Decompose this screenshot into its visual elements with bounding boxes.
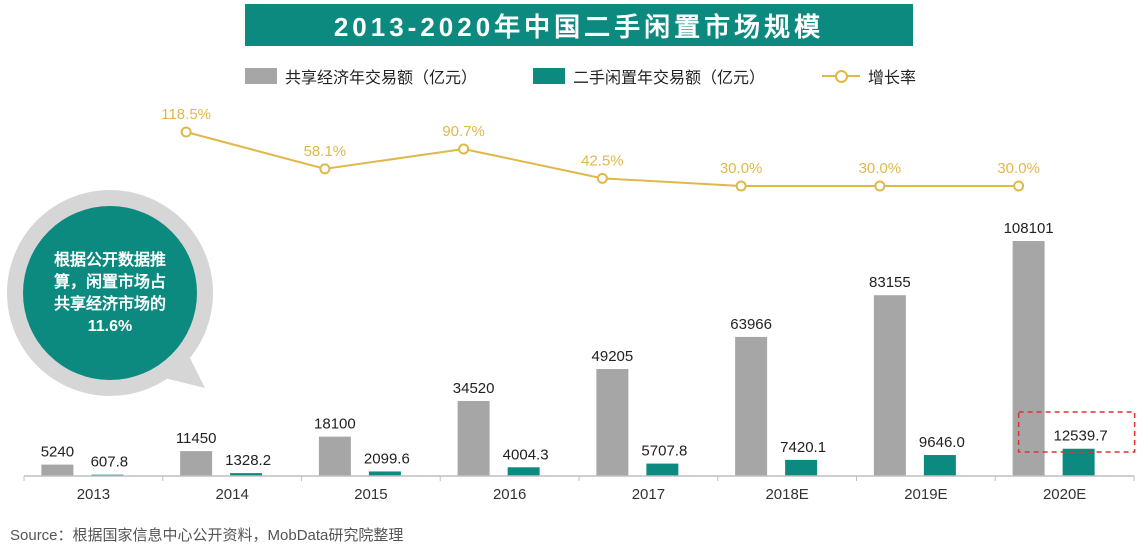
growth-point [1013,180,1025,192]
legend-item-secondhand: 二手闲置年交易额（亿元） [533,64,765,88]
callout-text: 根据公开数据推算，闲置市场占共享经济市场的11.6% [53,252,166,335]
label-growth: 118.5% [161,106,211,123]
label-growth: 30.0% [859,160,902,177]
label-secondhand: 4004.3 [503,446,549,463]
legend-item-sharing: 共享经济年交易额（亿元） [245,64,477,88]
label-secondhand: 7420.1 [780,439,826,456]
label-sharing: 34520 [453,380,495,397]
legend-label-secondhand: 二手闲置年交易额（亿元） [573,70,766,87]
label-sharing: 18100 [314,416,356,433]
label-secondhand: 12539.7 [1054,428,1108,445]
growth-point [735,180,747,192]
bar-sharing [457,400,490,476]
label-secondhand: 9646.0 [919,434,965,451]
bar-secondhand [1062,448,1095,476]
legend-swatch-sharing [245,68,277,84]
legend-label-growth: 增长率 [868,70,917,87]
label-secondhand: 607.8 [91,454,129,471]
label-growth: 42.5% [581,152,624,169]
bar-sharing [180,451,213,476]
bar-secondhand [646,463,679,476]
bar-sharing [318,436,351,476]
x-tick-label: 2016 [493,486,526,503]
bar-sharing [41,464,74,476]
source-note: Source：根据国家信息中心公开资料，MobData研究院整理 [10,527,404,544]
label-sharing: 108101 [1004,220,1054,237]
label-sharing: 63966 [730,316,772,333]
label-secondhand: 2099.6 [364,450,410,467]
legend: 共享经济年交易额（亿元） 二手闲置年交易额（亿元） 增长率 [0,64,1148,88]
label-growth: 58.1% [304,143,347,160]
label-growth: 30.0% [997,160,1040,177]
x-tick-label: 2013 [77,486,110,503]
chart-title: 2013-2020年中国二手闲置市场规模 [245,4,913,46]
label-secondhand: 1328.2 [225,452,271,469]
highlight-box [1017,411,1136,453]
label-secondhand: 5707.8 [641,443,687,460]
label-sharing: 49205 [592,348,634,365]
bar-sharing [735,336,768,476]
label-sharing: 11450 [176,430,217,447]
growth-point [596,172,608,184]
label-sharing: 83155 [869,274,911,291]
label-growth: 90.7% [442,123,485,140]
bar-secondhand [507,467,540,476]
bar-secondhand [230,473,263,476]
bar-secondhand [923,455,956,476]
x-tick-label: 2019E [904,486,947,503]
callout-pointer [140,330,205,388]
x-tick-label: 2020E [1043,486,1086,503]
bar-secondhand [785,459,818,476]
bar-sharing [1012,241,1045,476]
growth-point [874,180,886,192]
label-growth: 30.0% [720,160,763,177]
bar-secondhand [368,471,401,476]
legend-line-growth [822,68,860,84]
x-tick-label: 2018E [765,486,808,503]
growth-point [319,163,331,175]
callout-inner-circle [23,206,197,380]
label-sharing: 5240 [41,444,74,461]
growth-point [180,126,192,138]
legend-item-growth: 增长率 [822,64,916,88]
legend-swatch-secondhand [533,68,565,84]
bar-sharing [873,295,906,476]
x-tick-label: 2015 [354,486,387,503]
growth-point [458,143,470,155]
callout-bubble [7,190,213,396]
legend-label-sharing: 共享经济年交易额（亿元） [285,70,478,87]
x-tick-label: 2017 [632,486,665,503]
x-tick-label: 2014 [215,486,248,503]
bar-sharing [596,369,629,476]
